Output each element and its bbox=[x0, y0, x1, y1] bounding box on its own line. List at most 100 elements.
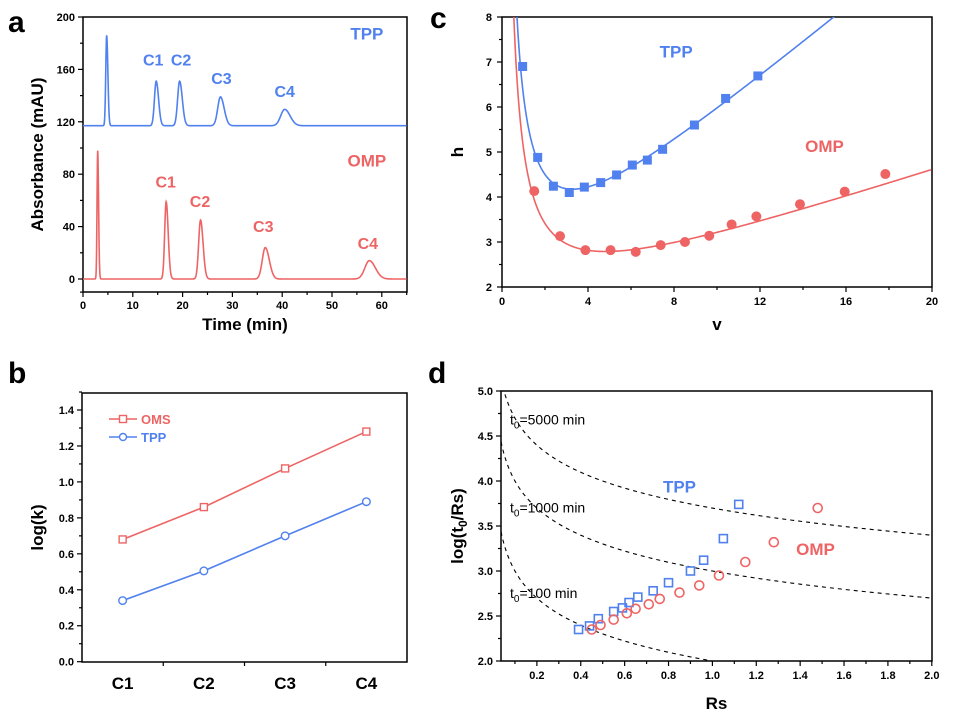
y-tick-label: 5.0 bbox=[478, 386, 493, 398]
annotation-c1: C1 bbox=[155, 174, 176, 191]
y-tick-label: 0 bbox=[69, 274, 75, 286]
data-point-omp bbox=[555, 231, 566, 242]
data-point-omp bbox=[839, 186, 850, 197]
x-tick-label: 12 bbox=[754, 296, 766, 308]
data-point-omp bbox=[726, 219, 737, 230]
data-point-tpp bbox=[721, 93, 731, 103]
x-tick-label: 2.0 bbox=[924, 670, 939, 682]
chromatogram-trace-tpp bbox=[83, 35, 407, 127]
y-tick-label: 2.5 bbox=[478, 611, 493, 623]
y-tick-label: 6 bbox=[486, 102, 492, 114]
x-tick-label: C2 bbox=[193, 674, 215, 693]
y-axis-title: log(k) bbox=[28, 504, 47, 550]
x-tick-label: 4 bbox=[585, 296, 592, 308]
data-point-omp bbox=[880, 169, 891, 180]
data-point-omp bbox=[768, 536, 780, 548]
y-tick-label: 1.2 bbox=[59, 441, 74, 453]
y-tick-label: 1.0 bbox=[59, 477, 74, 489]
data-point-tpp bbox=[533, 152, 543, 162]
plot-frame bbox=[82, 16, 408, 293]
y-tick-label: 80 bbox=[63, 169, 75, 181]
annotation-c2: C2 bbox=[190, 194, 211, 211]
y-tick-label: 0.8 bbox=[59, 513, 74, 525]
panel-label-d: d bbox=[428, 357, 446, 390]
x-tick-label: 16 bbox=[840, 296, 852, 308]
data-point-omp bbox=[794, 199, 805, 210]
legend-marker-tpp bbox=[118, 432, 128, 442]
panel-d-kinetic-plot: 2.0 2.5 3.0 3.5 4.0 4.5 5.0 0.2 0.4 0.6 0.8 1.0 1.2 1… bbox=[448, 386, 939, 713]
y-tick-label: 7 bbox=[486, 57, 492, 69]
data-point-omp bbox=[621, 607, 633, 619]
data-point-omp bbox=[713, 570, 725, 581]
annotation-omp: OMP bbox=[347, 151, 386, 170]
y-tick-label: 8 bbox=[486, 12, 492, 24]
data-point-tpp bbox=[579, 182, 589, 192]
data-point-tpp bbox=[548, 181, 558, 191]
x-tick-label: 0.6 bbox=[617, 670, 632, 682]
y-tick-label: 120 bbox=[57, 117, 75, 129]
x-tick-label: 40 bbox=[276, 300, 288, 312]
x-tick-label: 1.4 bbox=[793, 670, 809, 682]
label-pre: t bbox=[510, 585, 514, 601]
x-tick-label: C1 bbox=[112, 674, 134, 693]
label-post: =1000 min bbox=[519, 500, 585, 516]
y-tick-label: 40 bbox=[63, 222, 75, 234]
data-point-omp bbox=[812, 502, 824, 514]
data-point-tpp bbox=[593, 613, 604, 624]
annotation-c4: C4 bbox=[358, 236, 379, 253]
label-sub: 0 bbox=[514, 594, 520, 605]
plot-frame bbox=[500, 390, 933, 662]
y-tick-label: 0.2 bbox=[59, 621, 74, 633]
x-tick-label: 1.2 bbox=[749, 670, 764, 682]
data-point-omp bbox=[751, 211, 762, 222]
x-tick-label: 1.0 bbox=[705, 670, 720, 682]
x-tick-label: 20 bbox=[176, 300, 188, 312]
x-tick-label: 60 bbox=[376, 300, 388, 312]
data-point-tpp bbox=[596, 178, 606, 188]
data-point-tpp bbox=[633, 592, 643, 602]
y-tick-label: 160 bbox=[57, 64, 75, 76]
data-point-omp bbox=[740, 556, 751, 568]
y-axis-title-post: /Rs) bbox=[448, 488, 467, 520]
x-tick-label: C4 bbox=[356, 674, 378, 693]
annotation-omp: OMP bbox=[805, 137, 844, 156]
data-point-tpp bbox=[689, 120, 699, 130]
panel-c-van-deemter-plot: 2 3 4 5 6 7 8 0 4 8 12 16 20 v h TPP OMP bbox=[448, 12, 938, 334]
annotation-tpp: TPP bbox=[660, 43, 693, 62]
label-sub: 0 bbox=[514, 420, 520, 431]
x-tick-label: 1.6 bbox=[836, 670, 851, 682]
legend-label-tpp: TPP bbox=[141, 430, 167, 445]
x-tick-label: 8 bbox=[671, 296, 677, 308]
x-tick-label: 0 bbox=[80, 300, 86, 312]
chromatogram-trace-omp bbox=[83, 150, 407, 280]
x-axis-title: Time (min) bbox=[202, 315, 288, 334]
label-sub: 0 bbox=[514, 509, 520, 520]
data-point-tpp bbox=[573, 624, 584, 635]
y-tick-label: 4 bbox=[486, 192, 493, 204]
y-axis-title: log(t0/Rs) bbox=[448, 488, 470, 564]
fit-curve-omp bbox=[513, 17, 932, 253]
y-tick-label: 0.6 bbox=[59, 549, 74, 561]
label-post: =5000 min bbox=[519, 411, 585, 427]
plot-frame bbox=[81, 392, 408, 663]
panel-label-c: c bbox=[430, 2, 447, 35]
legend-label-oms: OMS bbox=[141, 412, 171, 427]
reference-curve-label-t0-5000: t0=5000 min bbox=[510, 411, 585, 431]
x-axis-title: v bbox=[712, 315, 722, 334]
data-point-tpp bbox=[612, 170, 622, 180]
data-point-omp bbox=[605, 245, 616, 256]
data-point-omp bbox=[608, 614, 619, 625]
panel-a-chromatogram: 0 40 80 120 160 200 0 10 20 30 40 50 60 Time (min) Abs… bbox=[28, 12, 408, 334]
data-point-oms bbox=[280, 464, 290, 473]
data-point-omp bbox=[580, 245, 591, 256]
x-tick-label: 0 bbox=[499, 296, 505, 308]
panel-label-b: b bbox=[8, 357, 26, 390]
y-axis-title: Absorbance (mAU) bbox=[28, 78, 47, 232]
y-axis-title-pre: log(t bbox=[448, 527, 467, 564]
y-tick-label: 1.4 bbox=[59, 405, 75, 417]
data-point-tpp bbox=[718, 533, 729, 544]
x-axis-title: Rs bbox=[706, 694, 728, 713]
reference-curve-t0-100 bbox=[501, 528, 716, 661]
y-tick-label: 4.5 bbox=[478, 431, 493, 443]
data-point-omp bbox=[704, 230, 715, 241]
